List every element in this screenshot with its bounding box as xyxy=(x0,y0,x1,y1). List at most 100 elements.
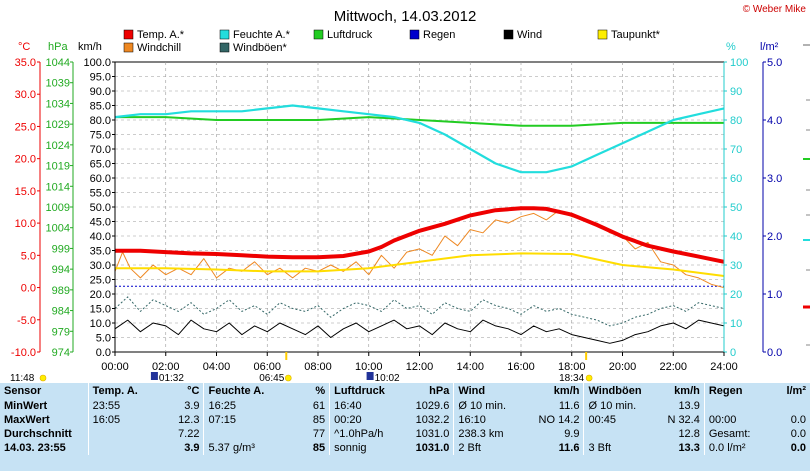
event2-time-label: 10:02 xyxy=(375,373,400,383)
legend-label: Wind xyxy=(517,29,542,41)
x-tick-label: 24:00 xyxy=(710,361,738,373)
wind-tick-label: 45.0 xyxy=(90,217,111,229)
pressure-tick-label: 984 xyxy=(52,306,70,318)
stats-row-label: 14.03. 23:55 xyxy=(4,442,66,454)
plot-area xyxy=(114,61,725,353)
stats-cell: 1032.2 xyxy=(415,414,450,426)
stats-cell: 0.0 xyxy=(790,442,806,454)
stats-cell: Gesamt: xyxy=(703,427,773,441)
legend-label: Feuchte A.* xyxy=(233,29,291,41)
temp-tick-label: 10.0 xyxy=(15,218,36,230)
stats-cell xyxy=(703,399,773,413)
stats-cell: 5.37 g/m³ xyxy=(203,441,284,455)
legend-label: Windböen* xyxy=(233,42,288,54)
stats-cell: 3 Bft xyxy=(583,441,655,455)
stats-row-label: MinWert xyxy=(4,400,48,412)
wind-tick-label: 25.0 xyxy=(90,275,111,287)
stats-row-min: MinWert 23:55 3.9 16:25 61 16:40 1029.6 … xyxy=(0,399,810,413)
stats-header-gusts-unit: km/h xyxy=(674,385,700,397)
temp-tick-label: 0.0 xyxy=(21,283,36,295)
rain-unit-label: l/m² xyxy=(760,41,779,53)
sunset-time-label: 18:34 xyxy=(559,373,584,383)
humidity-tick-label: 100 xyxy=(730,57,748,69)
x-tick-label: 12:00 xyxy=(406,361,434,373)
pressure-tick-label: 989 xyxy=(52,285,70,297)
stats-cell: 16:25 xyxy=(203,399,284,413)
sunrise-icon xyxy=(284,374,292,382)
pressure-tick-label: 1029 xyxy=(46,119,70,131)
wind-tick-label: 95.0 xyxy=(90,72,111,84)
legend-label: Regen xyxy=(423,29,455,41)
rain-tick-label: 3.0 xyxy=(767,173,782,185)
x-tick-label: 22:00 xyxy=(659,361,687,373)
humidity-tick-label: 70 xyxy=(730,144,742,156)
x-tick-label: 02:00 xyxy=(152,361,180,373)
humidity-tick-label: 20 xyxy=(730,289,742,301)
pressure-unit-label: hPa xyxy=(48,41,68,53)
humidity-tick-label: 40 xyxy=(730,231,742,243)
stats-cell: 2 Bft xyxy=(453,441,524,455)
stats-row-label: MaxWert xyxy=(4,414,50,426)
series-line-windb-en xyxy=(114,296,725,327)
legend-swatch xyxy=(313,29,324,40)
wind-tick-label: 0.0 xyxy=(96,347,111,359)
stats-row-label: Durchschnitt xyxy=(4,428,72,440)
y-axes: 35.0 30.0 25.0 20.0 15.0 10.0 5.0 0.0 -5.0 -10.0 1… xyxy=(11,57,782,359)
stats-cell: 77 xyxy=(312,428,326,440)
x-tick-label: 08:00 xyxy=(304,361,332,373)
stats-header-sensor: Sensor xyxy=(4,385,42,397)
stats-cell: ^1.0hPa/h xyxy=(329,427,400,441)
legend-swatch xyxy=(219,29,230,40)
rain-tick-label: 2.0 xyxy=(767,231,782,243)
time-markers: 06:45 18:34 11:48 01:32 10:02 xyxy=(10,352,593,383)
stats-header-wind: Wind xyxy=(453,383,524,399)
stats-row-max: MaxWert 16:05 12.3 07:15 85 00:20 1032.2… xyxy=(0,413,810,427)
event-marker-icon xyxy=(150,372,158,380)
legend-label: Temp. A.* xyxy=(137,29,185,41)
stats-header-humidity-unit: % xyxy=(315,385,326,397)
pressure-tick-label: 1024 xyxy=(46,140,70,152)
stats-cell: 11.6 xyxy=(558,442,580,454)
temp-tick-label: -10.0 xyxy=(11,347,36,359)
stats-header-rain-unit: l/m² xyxy=(786,385,806,397)
stats-cell xyxy=(583,427,655,441)
stats-cell: 07:15 xyxy=(203,413,284,427)
series-line-feuchte-a xyxy=(114,104,725,174)
pressure-tick-label: 979 xyxy=(52,326,70,338)
series-line-temp-a xyxy=(115,206,725,264)
temp-tick-label: 15.0 xyxy=(15,186,36,198)
stats-cell: NO 14.2 xyxy=(538,414,580,426)
copyright-label: © Weber Mike xyxy=(743,4,807,15)
stats-cell: 11.6 xyxy=(558,400,580,412)
stats-cell: 1029.6 xyxy=(415,400,450,412)
legend-label: Windchill xyxy=(137,42,181,54)
stats-header-temp: Temp. A. xyxy=(87,383,155,399)
stats-cell: N 32.4 xyxy=(667,414,700,426)
event-marker-icon xyxy=(366,372,374,380)
temp-tick-label: 25.0 xyxy=(15,121,36,133)
legend-swatch xyxy=(409,29,420,40)
stats-cell: 12.8 xyxy=(678,428,700,440)
stats-row-average: Durchschnitt 7.22 77 ^1.0hPa/h 1031.0 23… xyxy=(0,427,810,441)
left-time-label: 11:48 xyxy=(10,373,35,383)
stats-header-temp-unit: °C xyxy=(187,385,200,397)
temp-tick-label: 30.0 xyxy=(15,89,36,101)
stats-cell: 0.0 xyxy=(790,414,806,426)
pressure-tick-label: 1014 xyxy=(46,181,70,193)
wind-tick-label: 10.0 xyxy=(90,318,111,330)
stats-cell: 0.0 l/m² xyxy=(703,441,773,455)
pressure-tick-label: 1039 xyxy=(46,78,70,90)
legend-label: Luftdruck xyxy=(327,29,373,41)
humidity-tick-label: 10 xyxy=(730,318,742,330)
weather-chart: Mittwoch, 14.03.2012 © Weber Mike Temp. … xyxy=(10,4,810,383)
x-tick-label: 16:00 xyxy=(507,361,535,373)
series-line-luftdruck xyxy=(115,116,724,127)
stats-cell: 16:10 xyxy=(453,413,524,427)
stats-cell: 16:05 xyxy=(87,413,155,427)
legend-swatch xyxy=(123,29,134,40)
pressure-tick-label: 974 xyxy=(52,347,70,359)
statistics-panel: Sensor Temp. A. °C Feuchte A. % Luftdruc… xyxy=(0,383,810,471)
stats-cell: 00:45 xyxy=(583,413,655,427)
wind-tick-label: 15.0 xyxy=(90,304,111,316)
stats-cell: 23:55 xyxy=(87,399,155,413)
